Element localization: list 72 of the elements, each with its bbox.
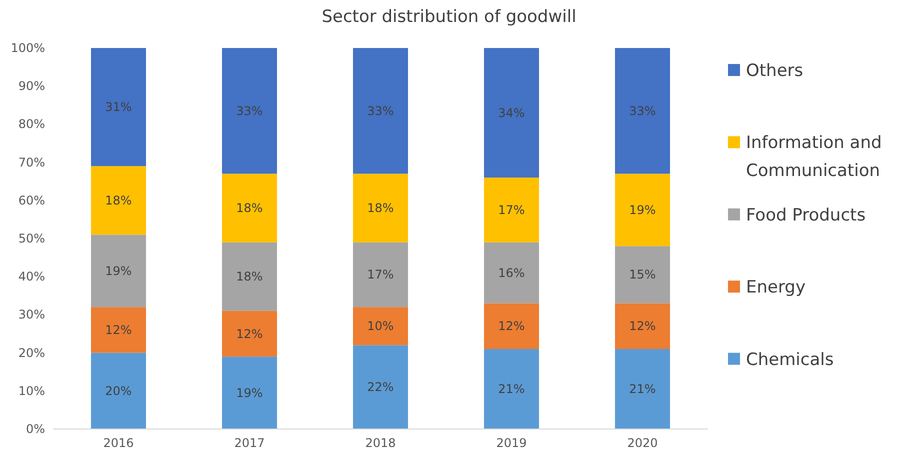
data-label: 12% <box>236 326 263 341</box>
data-label: 18% <box>105 193 132 208</box>
data-label: 10% <box>367 319 394 334</box>
x-tick-label: 2018 <box>365 436 396 450</box>
bar <box>484 178 540 242</box>
bar <box>352 345 408 429</box>
bar <box>614 303 670 349</box>
legend-label: Energy <box>746 278 806 298</box>
bar <box>484 48 540 178</box>
y-tick-label: 70% <box>18 155 45 170</box>
bar <box>222 242 278 311</box>
data-label: 21% <box>629 382 656 396</box>
y-tick-label: 0% <box>26 422 45 436</box>
bar <box>614 174 670 246</box>
data-label: 16% <box>498 266 525 280</box>
data-label: 18% <box>236 201 263 216</box>
data-label: 34% <box>498 106 525 120</box>
legend-label: Others <box>746 61 804 81</box>
x-tick-label: 2016 <box>103 436 134 450</box>
data-label: 18% <box>367 201 394 216</box>
data-label: 19% <box>105 264 132 278</box>
bar <box>614 246 670 304</box>
data-label: 17% <box>367 268 394 282</box>
data-label: 31% <box>105 100 132 114</box>
bar <box>90 307 146 353</box>
bar <box>222 174 278 242</box>
bar <box>222 48 278 174</box>
legend-label: Food Products <box>746 205 866 226</box>
y-tick-label: 80% <box>18 117 45 132</box>
bar <box>614 348 670 429</box>
bar <box>352 307 408 346</box>
bar <box>484 242 540 304</box>
y-tick-label: 40% <box>18 270 45 284</box>
x-tick-label: 2020 <box>627 436 658 450</box>
legend-label: Information and Communication <box>746 133 882 182</box>
data-label: 22% <box>367 380 394 394</box>
bar <box>484 303 540 349</box>
y-tick-label: 50% <box>18 232 45 246</box>
data-label: 18% <box>236 270 263 284</box>
bar <box>222 310 278 357</box>
y-tick-label: 90% <box>18 79 45 94</box>
bar <box>90 48 146 166</box>
data-label: 33% <box>629 104 656 118</box>
data-label: 33% <box>236 104 263 118</box>
y-tick-label: 20% <box>18 346 45 360</box>
bar <box>352 242 408 308</box>
data-label: 15% <box>629 268 656 282</box>
data-label: 19% <box>236 386 263 400</box>
y-tick-label: 10% <box>18 384 45 398</box>
data-label: 21% <box>498 382 525 396</box>
x-tick-label: 2017 <box>234 436 265 450</box>
bar <box>484 348 540 429</box>
legend-label: Chemicals <box>746 350 834 370</box>
bar <box>614 48 670 174</box>
chart-title: Sector distribution of goodwill <box>322 7 576 27</box>
bar <box>222 356 278 429</box>
bar <box>90 234 146 308</box>
y-tick-label: 30% <box>18 308 45 322</box>
data-label: 12% <box>105 322 132 337</box>
x-tick-label: 2019 <box>496 436 527 450</box>
data-label: 20% <box>105 384 132 398</box>
data-label: 19% <box>629 202 656 217</box>
data-label: 12% <box>629 319 656 334</box>
y-tick-label: 60% <box>18 193 45 208</box>
bar <box>352 48 408 174</box>
y-tick-label: 100% <box>10 41 45 55</box>
data-label: 17% <box>498 202 525 217</box>
data-label: 12% <box>498 319 525 334</box>
data-label: 33% <box>367 104 394 118</box>
bar <box>90 166 146 235</box>
bar <box>352 174 408 242</box>
bar <box>90 352 146 429</box>
